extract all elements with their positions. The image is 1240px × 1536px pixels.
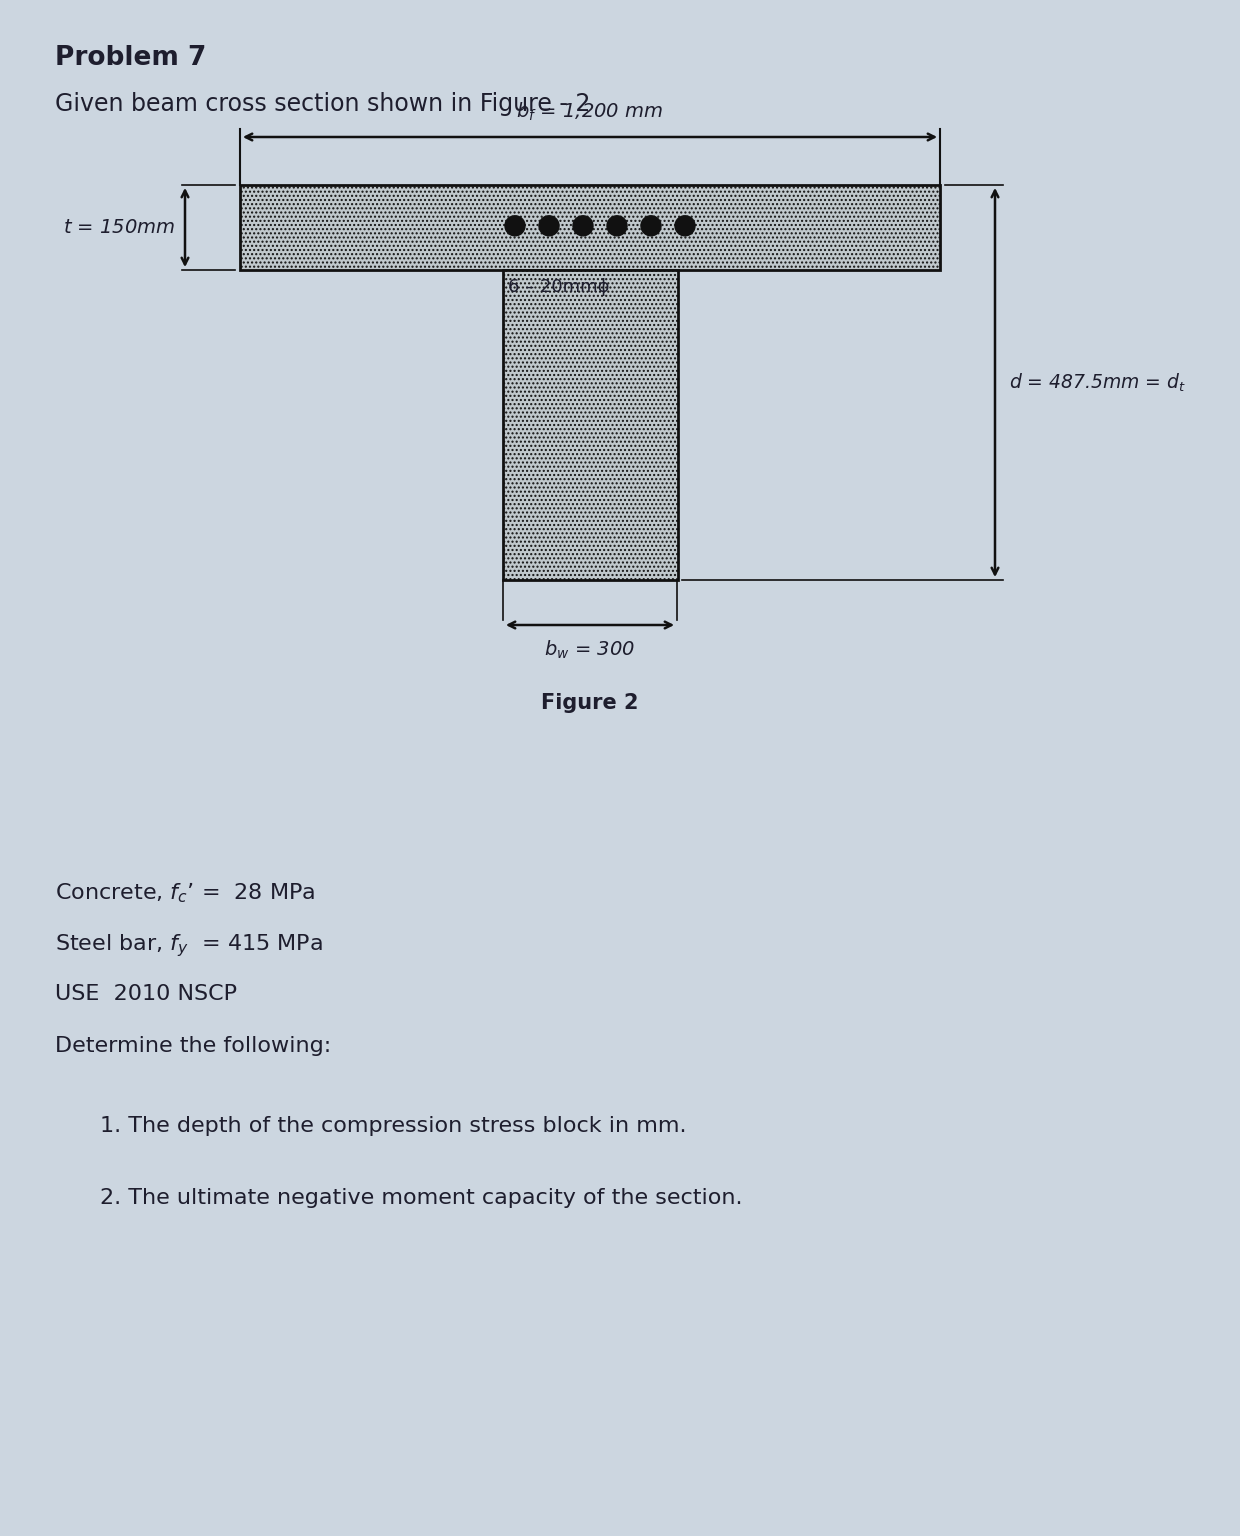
Bar: [241, 184, 940, 270]
Circle shape: [573, 215, 593, 237]
Text: Given beam cross section shown in Figure - 2: Given beam cross section shown in Figure…: [55, 92, 590, 117]
Text: Concrete, $f_c$’ =  28 MPa: Concrete, $f_c$’ = 28 MPa: [55, 880, 315, 905]
Circle shape: [505, 215, 525, 237]
Text: $b_w$ = 300: $b_w$ = 300: [544, 639, 636, 662]
Circle shape: [641, 215, 661, 237]
Text: Steel bar, $f_y$  = 415 MPa: Steel bar, $f_y$ = 415 MPa: [55, 932, 322, 958]
Text: Problem 7: Problem 7: [55, 45, 206, 71]
Text: 1. The depth of the compression stress block in mm.: 1. The depth of the compression stress b…: [100, 1117, 687, 1137]
Text: $b_f$ = 1,200 mm: $b_f$ = 1,200 mm: [516, 101, 663, 123]
Text: 2. The ultimate negative moment capacity of the section.: 2. The ultimate negative moment capacity…: [100, 1187, 743, 1207]
Text: USE  2010 NSCP: USE 2010 NSCP: [55, 985, 237, 1005]
Text: Figure 2: Figure 2: [541, 693, 639, 713]
Circle shape: [608, 215, 627, 237]
Text: $d$ = 487.5mm = $d_t$: $d$ = 487.5mm = $d_t$: [1009, 372, 1185, 393]
Text: Determine the following:: Determine the following:: [55, 1035, 331, 1057]
Circle shape: [675, 215, 694, 237]
Text: 6 – 20mmϕ: 6 – 20mmϕ: [508, 278, 610, 296]
Circle shape: [539, 215, 559, 237]
Text: $t$ = 150mm: $t$ = 150mm: [63, 218, 175, 237]
Bar: [503, 270, 678, 581]
